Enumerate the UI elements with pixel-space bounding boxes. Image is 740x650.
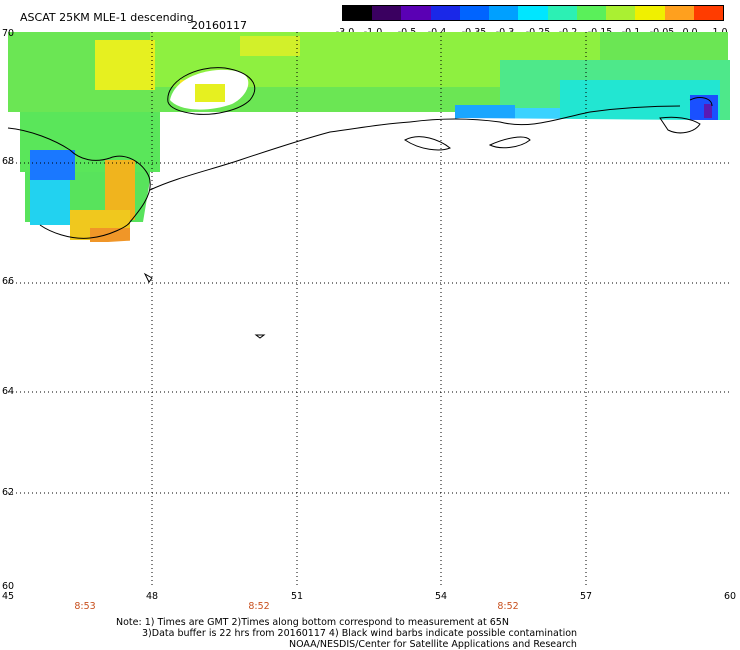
lon-label: 45: [1, 591, 15, 602]
colorbar-segment: [401, 6, 431, 20]
lat-label: 68: [2, 156, 15, 167]
lon-label: 60: [723, 591, 737, 602]
colorbar-segment: [635, 6, 665, 20]
note-line-1: Note: 1) Times are GMT 2)Times along bot…: [116, 617, 509, 628]
coast-kola-north: [149, 121, 411, 191]
lon-label: 54: [434, 591, 448, 602]
swath-yellow-2: [240, 36, 300, 56]
colorbar-segment: [664, 6, 694, 20]
colorbar-segment: [430, 6, 460, 20]
coast-east-islands2: [659, 116, 701, 134]
note-line-2: 3)Data buffer is 22 hrs from 20160117 4)…: [142, 628, 578, 639]
colorbar: [342, 5, 724, 21]
colorbar-segment: [489, 6, 519, 20]
swath-west-cyan: [30, 180, 70, 225]
coast-kolguev: [404, 136, 451, 151]
data-swath: [0, 32, 730, 650]
coastlines: [7, 67, 713, 339]
swath-west-blue: [30, 150, 75, 180]
coast-kola: [167, 67, 256, 115]
chart-title: ASCAT 25KM MLE-1 descending: [20, 11, 194, 24]
coast-white-sea: [7, 127, 151, 239]
time-label: 8:52: [497, 601, 519, 612]
coast-small-1: [143, 272, 153, 283]
lat-label: 60: [2, 581, 15, 592]
colorbar-segment: [606, 6, 636, 20]
lat-label: 70: [2, 28, 15, 39]
time-label: 8:52: [248, 601, 270, 612]
time-label: 8:53: [74, 601, 96, 612]
chart-date: 20160117: [191, 19, 247, 32]
coast-pechora: [409, 105, 681, 126]
swath-yellow-1: [95, 40, 155, 90]
lat-label: 62: [2, 487, 15, 498]
land-cutout-south: [0, 118, 730, 650]
lon-label: 51: [290, 591, 304, 602]
lon-label: 57: [579, 591, 593, 602]
colorbar-segment: [518, 6, 548, 20]
lat-label: 66: [2, 276, 15, 287]
swath-purple-east: [704, 104, 712, 118]
coast-small-2: [254, 334, 266, 339]
coast-vaygach: [689, 97, 713, 107]
colorbar-segment: [547, 6, 577, 20]
colorbar-segment: [372, 6, 402, 20]
colorbar-segment: [343, 6, 373, 20]
graticule: [8, 32, 732, 588]
swath-west-orange2: [90, 228, 130, 242]
colorbar-segment: [459, 6, 490, 20]
swath-yellow-inlet: [195, 84, 225, 102]
colorbar-segment: [693, 6, 724, 20]
colorbar-segment: [576, 6, 607, 20]
lon-label: 48: [145, 591, 159, 602]
coast-east-islands: [488, 136, 531, 149]
note-line-3: NOAA/NESDIS/Center for Satellite Applica…: [289, 639, 577, 650]
lat-label: 64: [2, 386, 15, 397]
